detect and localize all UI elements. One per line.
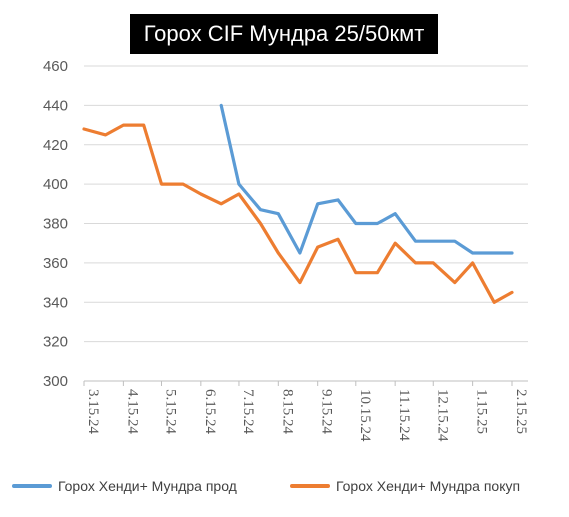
data-point-series-2-0 [82,127,85,130]
data-point-series-2-9 [259,222,262,225]
data-point-series-2-21 [493,301,496,304]
x-tick-label-7: 10.15.24 [357,389,373,442]
data-point-series-2-10 [277,251,280,254]
data-point-series-1-13 [471,251,474,254]
data-point-series-1-15 [510,251,513,254]
y-tick-label-380: 380 [43,216,68,233]
data-point-series-1-4 [298,251,301,254]
data-point-series-2-6 [199,192,202,195]
x-tick-label-6: 9.15.24 [319,389,335,435]
legend-label-series-2: Горох Хенди+ Мундра покуп [336,478,521,494]
data-point-series-1-2 [259,208,262,211]
legend-label-series-1: Горох Хенди+ Мундра прод [58,478,237,494]
y-tick-label-440: 440 [43,97,68,114]
data-point-series-1-1 [237,183,240,186]
data-point-series-1-12 [453,240,456,243]
x-tick-label-5: 8.15.24 [279,389,295,435]
x-tick-label-2: 5.15.24 [162,389,178,435]
data-point-series-2-13 [336,238,339,241]
legend-item-series-2: Горох Хенди+ Мундра покуп [290,478,520,494]
series-line-2 [82,123,514,304]
y-tick-label-320: 320 [43,334,68,351]
chart-title-box: Горох CIF Мундра 25/50кмт [130,14,438,54]
y-tick-label-420: 420 [43,137,68,154]
data-point-series-2-17 [414,261,417,264]
data-point-series-1-10 [414,240,417,243]
y-tick-label-460: 460 [43,58,68,75]
legend-swatch-series-1 [12,484,52,488]
data-point-series-1-6 [336,198,339,201]
data-point-series-1-9 [394,212,397,215]
data-point-series-2-8 [237,192,240,195]
data-point-series-1-7 [354,222,357,225]
data-point-series-2-18 [432,261,435,264]
x-tick-label-0: 3.15.24 [85,389,101,435]
data-point-series-2-15 [376,271,379,274]
data-point-series-2-5 [182,183,185,186]
x-tick-label-3: 6.15.24 [202,389,218,435]
data-point-series-1-14 [493,251,496,254]
y-tick-label-360: 360 [43,255,68,272]
x-tick-label-9: 12.15.24 [434,389,450,442]
data-point-series-1-11 [432,240,435,243]
y-tick-label-340: 340 [43,294,68,311]
x-tick-label-10: 1.15.25 [474,389,490,434]
data-point-series-2-3 [142,124,145,127]
series-line-1 [219,103,514,255]
x-tick-label-8: 11.15.24 [396,389,412,441]
data-point-series-2-19 [453,281,456,284]
data-point-series-2-2 [122,124,125,127]
data-point-series-2-11 [298,281,301,284]
data-point-series-2-20 [471,261,474,264]
data-point-series-2-16 [394,242,397,245]
data-point-series-2-7 [220,202,223,205]
data-point-series-1-5 [316,202,319,205]
data-point-series-2-1 [104,133,107,136]
data-point-series-1-8 [376,222,379,225]
x-tick-label-1: 4.15.24 [124,389,140,435]
data-point-series-2-12 [316,246,319,249]
data-point-series-2-4 [160,183,163,186]
data-point-series-1-0 [220,104,223,107]
y-tick-label-400: 400 [43,176,68,193]
x-tick-label-4: 7.15.24 [240,389,256,435]
chart-title: Горох CIF Мундра 25/50кмт [143,21,425,46]
data-point-series-1-3 [277,212,280,215]
chart-legend: Горох Хенди+ Мундра прод Горох Хенди+ Му… [0,472,569,502]
x-tick-label-11: 2.15.25 [513,389,529,434]
legend-item-series-1: Горох Хенди+ Мундра прод [12,478,237,494]
legend-swatch-series-2 [290,484,330,488]
data-point-series-2-22 [510,291,513,294]
y-tick-label-300: 300 [43,373,68,390]
data-point-series-2-14 [354,271,357,274]
